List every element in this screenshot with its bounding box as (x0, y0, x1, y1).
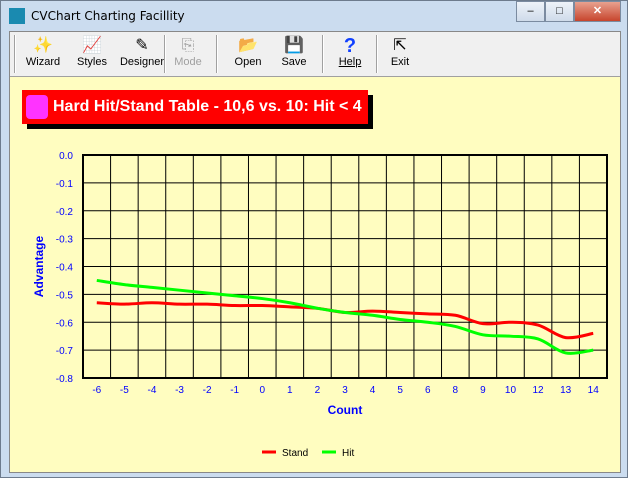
x-tick-label: 4 (370, 385, 376, 396)
x-tick-label: -3 (175, 385, 184, 396)
toolbar-separator (376, 35, 378, 73)
y-tick-label: -0.4 (56, 263, 74, 274)
x-tick-label: 5 (397, 385, 403, 396)
toolbar-separator (164, 35, 166, 73)
y-tick-label: -0.6 (56, 318, 74, 329)
open-button[interactable]: 📂 Open (226, 34, 270, 74)
x-tick-label: 1 (287, 385, 293, 396)
button-label: Open (234, 56, 262, 68)
window-title: CVChart Charting Facillity (31, 9, 185, 23)
button-label: Help (338, 56, 362, 68)
chart-styles-icon: 📈 (82, 37, 102, 54)
x-tick-label: 14 (588, 385, 600, 396)
x-tick-label: 2 (315, 385, 321, 396)
x-axis-label: Count (328, 403, 363, 417)
toolbar-separator (216, 35, 218, 73)
mode-button[interactable]: ⎘ Mode (168, 34, 208, 74)
floppy-icon: 💾 (284, 37, 304, 54)
plot-area (82, 154, 608, 379)
help-button[interactable]: ? Help (332, 34, 368, 74)
exit-button[interactable]: ⇱ Exit (382, 34, 418, 74)
y-tick-label: -0.3 (56, 235, 74, 246)
button-label: Wizard (25, 56, 61, 68)
maximize-button[interactable]: □ (545, 1, 574, 22)
chart-title: Hard Hit/Stand Table - 10,6 vs. 10: Hit … (53, 98, 362, 115)
x-tick-label: 9 (480, 385, 486, 396)
y-tick-label: 0.0 (59, 151, 73, 162)
folder-open-icon: 📂 (238, 37, 258, 54)
button-label: Exit (390, 56, 410, 68)
x-tick-label: -5 (120, 385, 129, 396)
wand-icon: ✨ (33, 37, 53, 54)
minimize-button[interactable]: – (516, 1, 545, 22)
series-line-stand (96, 301, 594, 340)
toolbar: ✨ Wizard 📈 Styles ✎ Designer ⎘ Mode 📂 Open 💾 Save? H… (10, 32, 620, 77)
styles-button[interactable]: 📈 Styles (70, 34, 114, 74)
button-label: Styles (77, 56, 107, 68)
y-tick-label: -0.1 (56, 179, 74, 190)
wizard-button[interactable]: ✨ Wizard (18, 34, 68, 74)
close-button[interactable]: ✕ (574, 1, 621, 22)
app-icon (9, 8, 25, 24)
pen-icon: ✎ (135, 37, 149, 54)
client-area: ✨ Wizard 📈 Styles ✎ Designer ⎘ Mode 📂 Open 💾 Save? H… (9, 31, 621, 473)
x-tick-label: 0 (259, 385, 265, 396)
legend-label: Hit (342, 448, 354, 459)
toolbar-separator (14, 35, 16, 73)
toolbar-separator (322, 35, 324, 73)
button-label: Save (281, 56, 307, 68)
x-tick-label: 13 (560, 385, 572, 396)
help-icon: ? (343, 35, 357, 57)
chart-title-banner: Hard Hit/Stand Table - 10,6 vs. 10: Hit … (22, 90, 368, 124)
designer-button[interactable]: ✎ Designer (116, 34, 168, 74)
exit-icon: ⇱ (393, 37, 407, 54)
y-tick-label: -0.5 (56, 290, 74, 301)
save-button[interactable]: 💾 Save (272, 34, 316, 74)
x-tick-label: 10 (505, 385, 517, 396)
legend-label: Stand (282, 448, 308, 459)
y-axis-label: Advantage (32, 236, 46, 298)
y-tick-label: -0.2 (56, 207, 74, 218)
button-label: Designer (119, 56, 165, 68)
x-tick-label: -6 (92, 385, 101, 396)
copy-icon: ⎘ (181, 37, 195, 54)
x-tick-label: 12 (532, 385, 544, 396)
title-bar: CVChart Charting Facillity – □ ✕ (1, 1, 627, 31)
x-tick-label: 8 (453, 385, 459, 396)
logo-icon (26, 95, 48, 119)
x-tick-label: -4 (147, 385, 156, 396)
x-tick-label: -2 (203, 385, 212, 396)
x-tick-label: 6 (425, 385, 431, 396)
button-label: Mode (174, 56, 202, 68)
x-tick-label: 3 (342, 385, 348, 396)
y-tick-label: -0.7 (56, 346, 74, 357)
x-tick-label: -1 (230, 385, 239, 396)
y-tick-label: -0.8 (56, 374, 74, 385)
series-line-hit (96, 278, 594, 355)
